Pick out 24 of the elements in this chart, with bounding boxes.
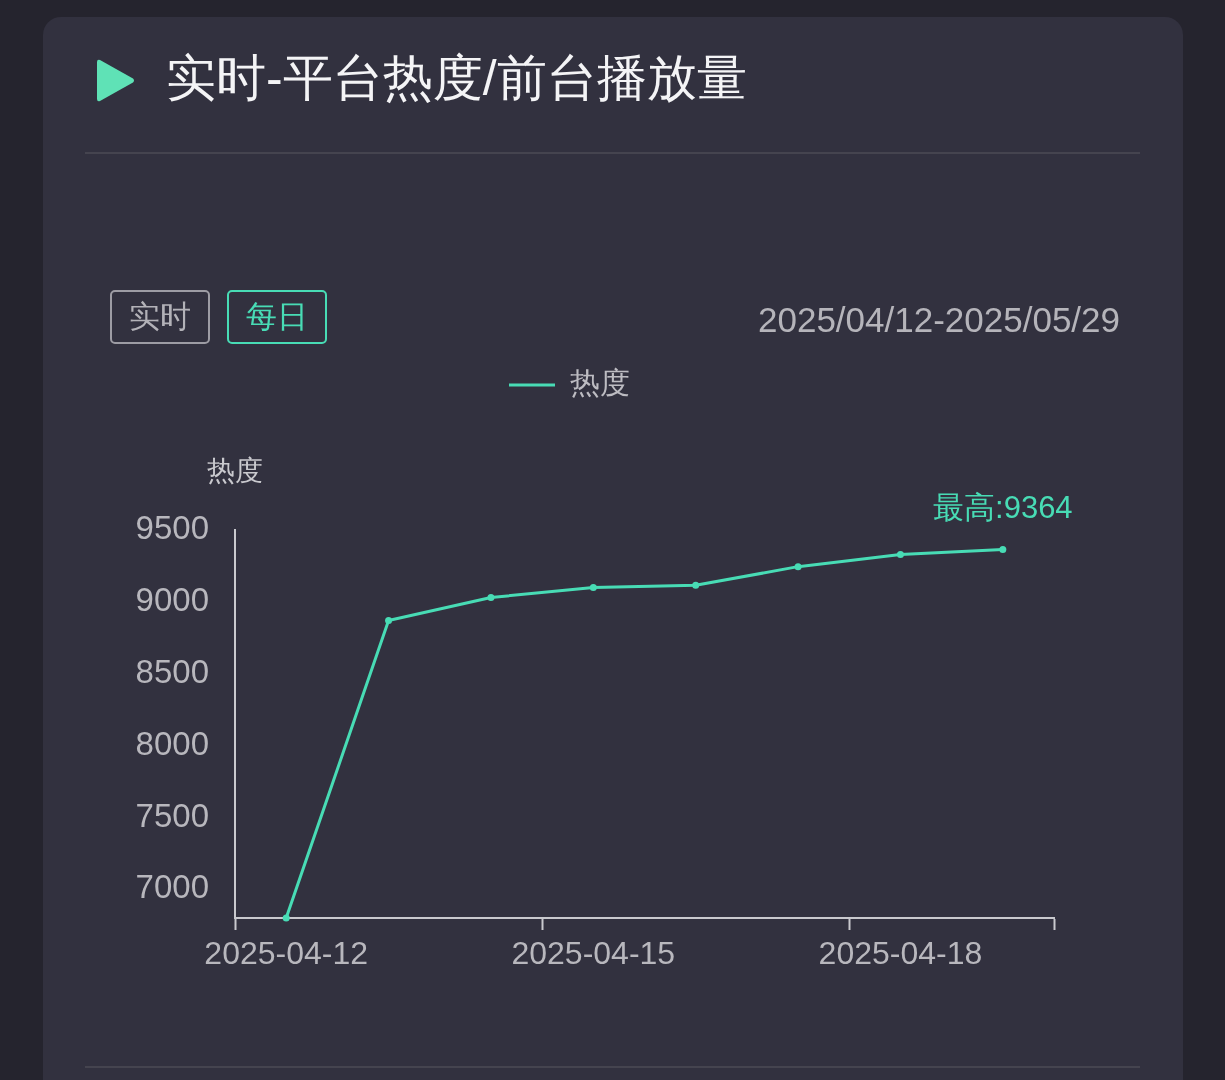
- point: [589, 583, 597, 591]
- y-tick-label: 8500: [135, 652, 209, 690]
- annotation: 最高:9364: [933, 490, 1073, 526]
- tab-button[interactable]: 实时: [110, 290, 210, 344]
- x-tick-label: 2025-04-18: [818, 935, 983, 972]
- text: 2025/04/12-2025/05/29: [758, 299, 1120, 341]
- chart-title: 实时-平台热度/前台播放量: [166, 49, 747, 108]
- point: [794, 563, 802, 571]
- point: [692, 581, 700, 589]
- y-tick-label: 8000: [135, 724, 209, 762]
- point: [896, 550, 904, 558]
- legend-label: 热度: [570, 366, 630, 400]
- y-tick-label: 7000: [135, 868, 209, 906]
- point: [385, 617, 393, 625]
- point: [282, 914, 290, 922]
- x-tick-label: 2025-04-12: [204, 935, 369, 972]
- y-tick-label: 9000: [135, 580, 209, 618]
- point: [999, 546, 1007, 554]
- y-tick-label: 9500: [135, 509, 209, 547]
- tab-button[interactable]: 每日: [227, 290, 327, 344]
- y-tick-label: 7500: [135, 796, 209, 834]
- y-axis-title: 热度: [207, 454, 263, 486]
- point: [487, 594, 495, 602]
- x-tick-label: 2025-04-15: [511, 935, 676, 972]
